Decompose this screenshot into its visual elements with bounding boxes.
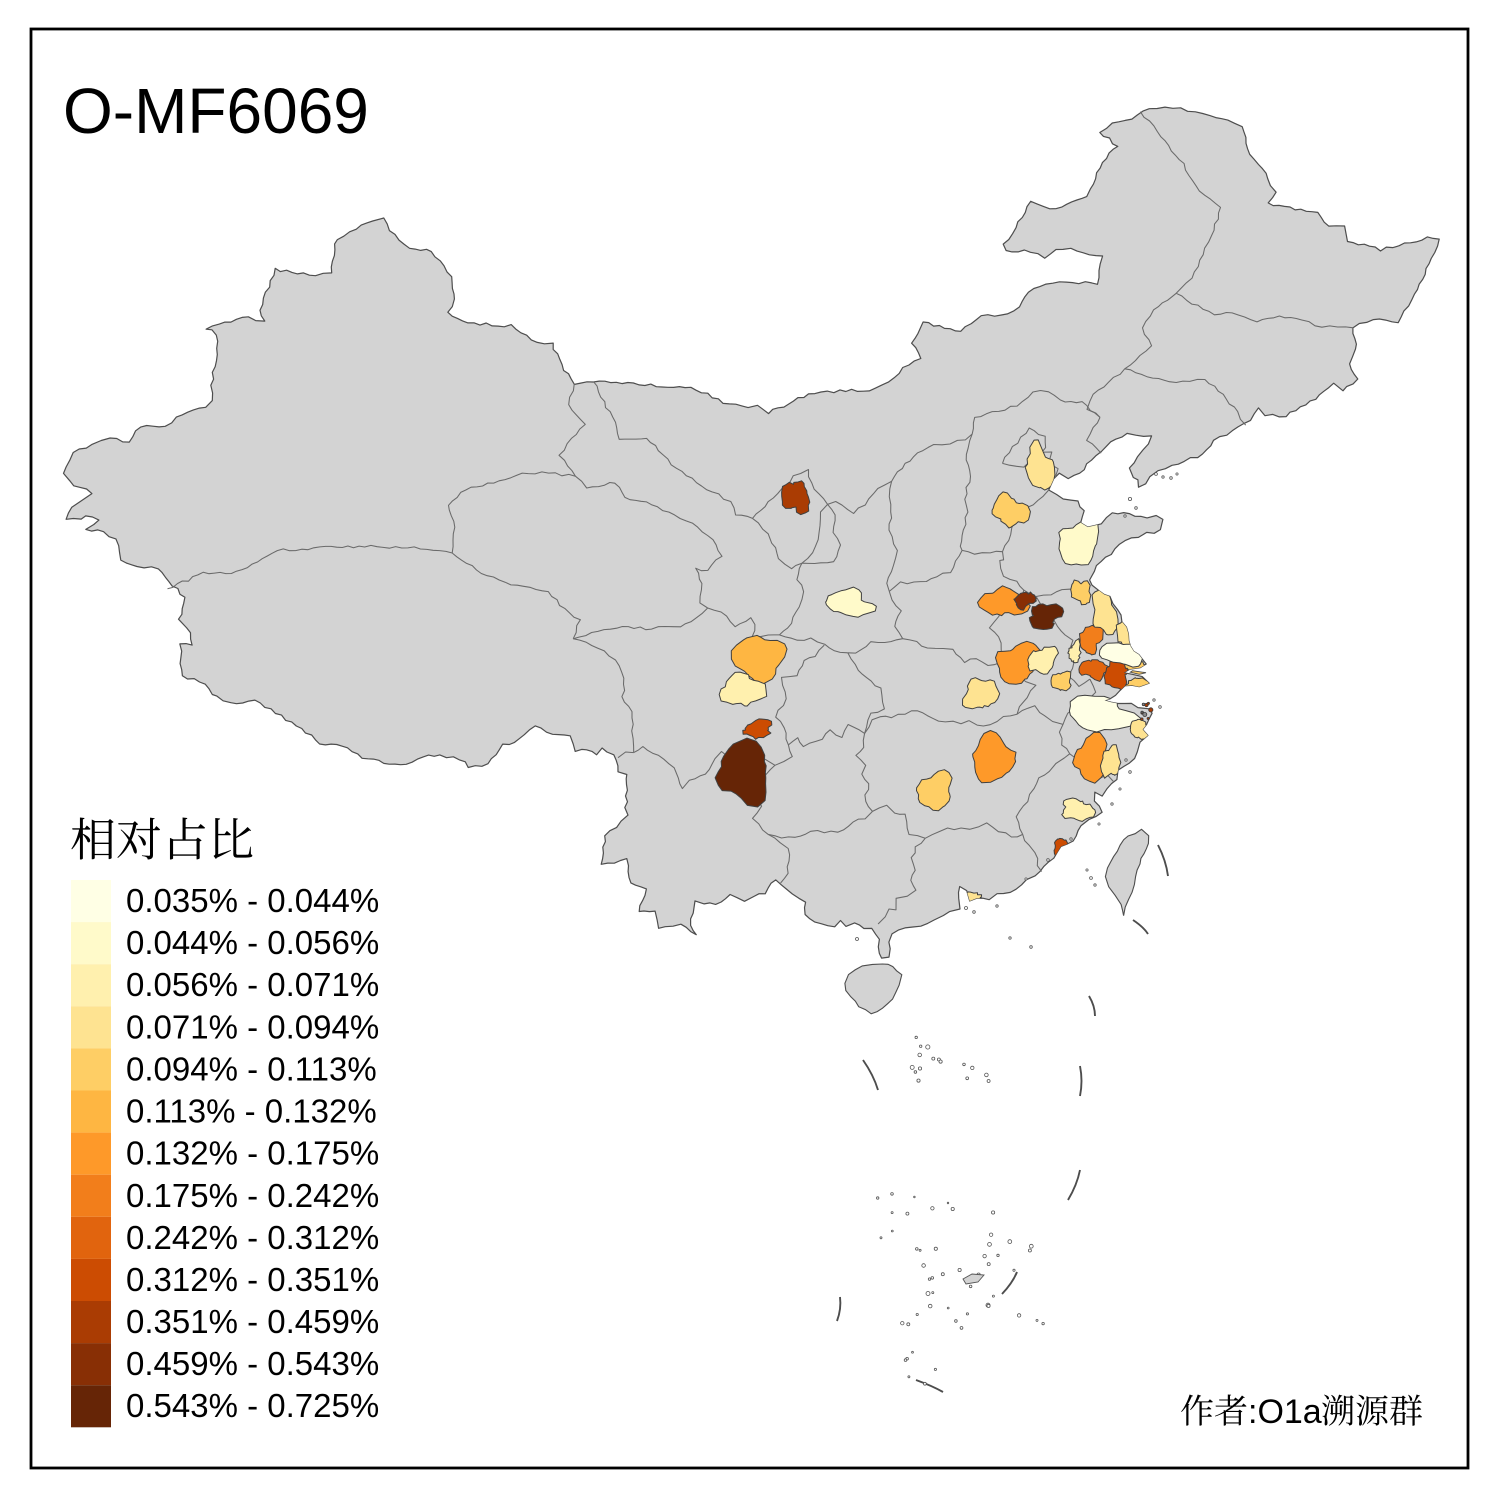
svg-text:0.094% - 0.113%: 0.094% - 0.113% — [126, 1051, 377, 1088]
svg-text:O-MF6069: O-MF6069 — [63, 75, 369, 147]
svg-text:0.459% - 0.543%: 0.459% - 0.543% — [126, 1345, 379, 1382]
svg-text:0.113% - 0.132%: 0.113% - 0.132% — [126, 1093, 377, 1130]
svg-text:0.056% - 0.071%: 0.056% - 0.071% — [126, 966, 379, 1003]
svg-text:0.132% - 0.175%: 0.132% - 0.175% — [126, 1135, 379, 1172]
svg-text:0.351% - 0.459%: 0.351% - 0.459% — [126, 1303, 379, 1340]
svg-text:0.071% - 0.094%: 0.071% - 0.094% — [126, 1008, 379, 1045]
svg-text::O1a: :O1a — [1248, 1393, 1322, 1431]
svg-text:0.543% - 0.725%: 0.543% - 0.725% — [126, 1387, 379, 1424]
svg-text:0.035% - 0.044%: 0.035% - 0.044% — [126, 882, 379, 919]
svg-text:0.044% - 0.056%: 0.044% - 0.056% — [126, 924, 379, 961]
svg-text:0.312% - 0.351%: 0.312% - 0.351% — [126, 1261, 379, 1298]
svg-text:0.175% - 0.242%: 0.175% - 0.242% — [126, 1177, 379, 1214]
svg-text:0.242% - 0.312%: 0.242% - 0.312% — [126, 1219, 379, 1256]
